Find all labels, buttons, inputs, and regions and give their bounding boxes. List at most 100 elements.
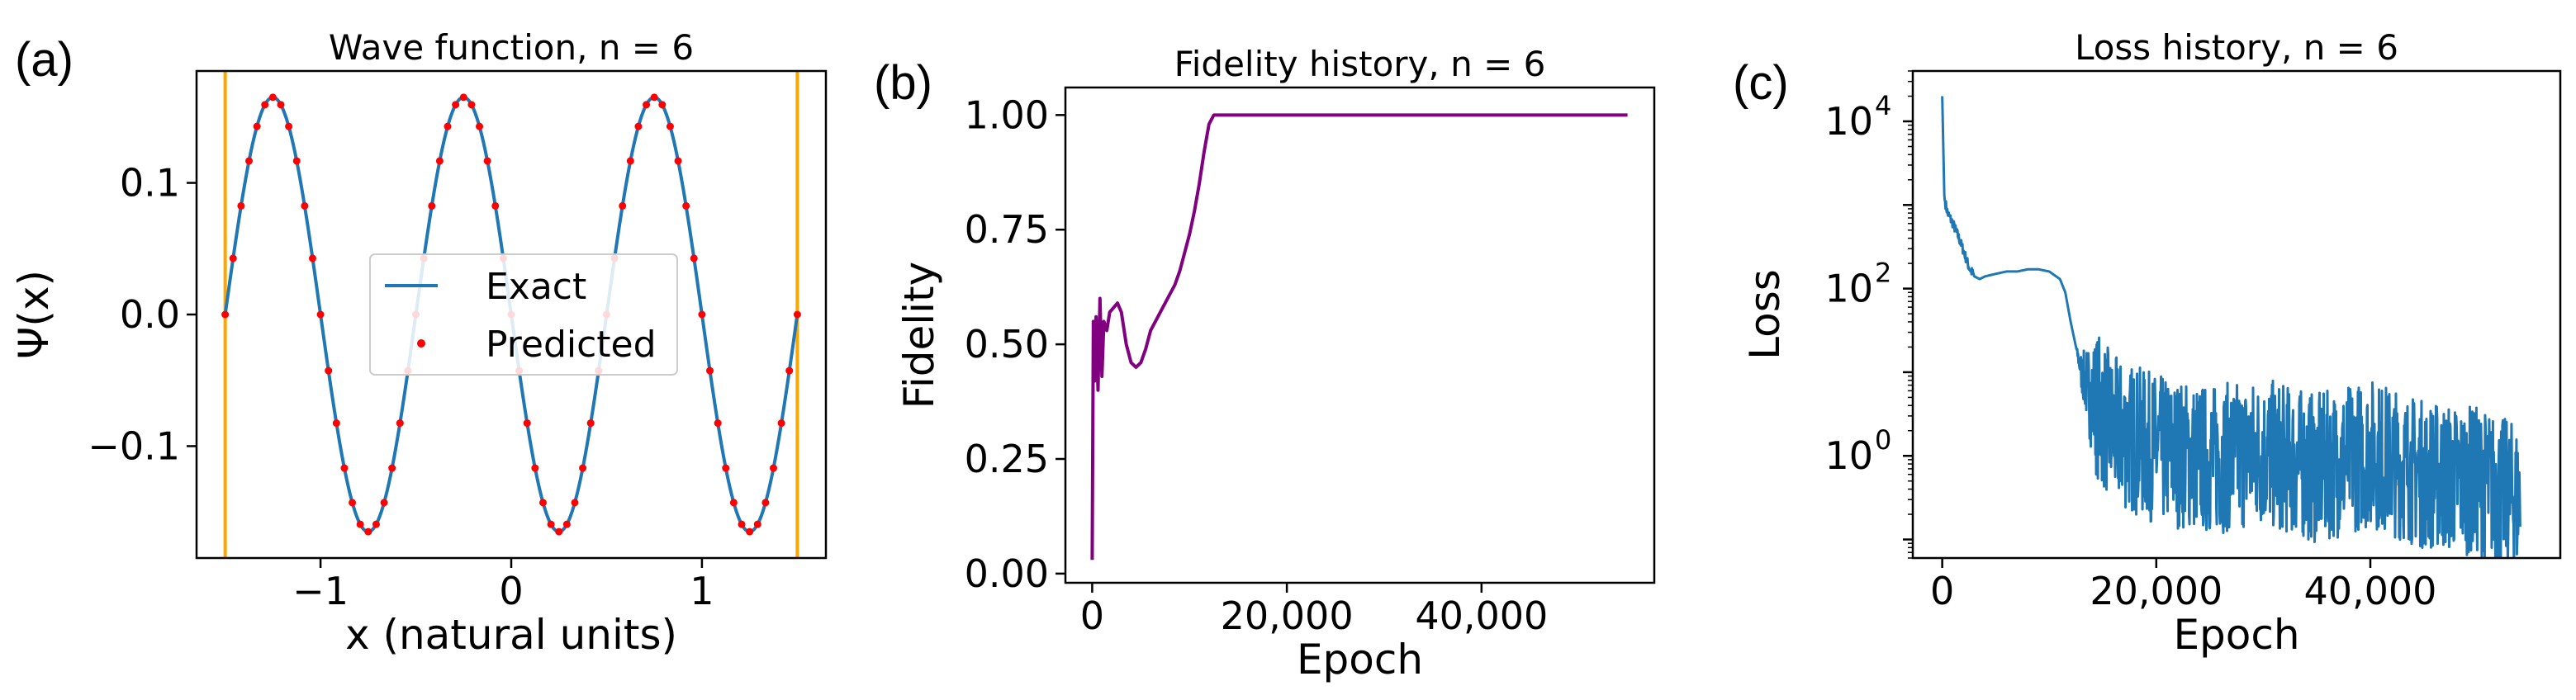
predicted-point [770, 464, 777, 472]
legend-predicted-label: Predicted [486, 324, 657, 366]
predicted-point [785, 367, 794, 375]
predicted-point [626, 157, 634, 165]
y-tick-exponent: 2 [1875, 258, 1891, 289]
predicted-point [714, 419, 722, 428]
panel-label: (c) [1733, 56, 1789, 110]
axes-frame [1911, 69, 2562, 560]
predicted-point [268, 93, 277, 102]
x-tick-label: 40,000 [1415, 594, 1548, 638]
y-tick-label: 10 [1824, 267, 1873, 311]
legend: Exact Predicted [369, 253, 678, 376]
y-tick-label: 0.1 [120, 161, 180, 206]
predicted-point [698, 310, 706, 319]
predicted-point [396, 419, 404, 428]
predicted-point [523, 419, 531, 428]
predicted-point [746, 527, 754, 536]
predicted-point [666, 122, 674, 130]
predicted-point [253, 122, 261, 130]
predicted-point [562, 520, 571, 528]
predicted-point [643, 101, 651, 109]
predicted-point [619, 201, 627, 210]
x-tick-label: 40,000 [2303, 569, 2436, 613]
chart-title: Fidelity history, n = 6 [1174, 44, 1546, 84]
predicted-point [579, 464, 587, 472]
predicted-point [364, 527, 372, 536]
predicted-point [722, 464, 730, 472]
legend-predicted-swatch [417, 339, 425, 348]
predicted-point [690, 254, 698, 262]
loss-series-line [1941, 96, 2521, 558]
predicted-point [435, 157, 444, 165]
predicted-point [793, 310, 801, 319]
predicted-point [586, 419, 595, 428]
x-tick-label: 0 [1080, 594, 1104, 638]
x-axis-label: Epoch [1297, 636, 1423, 683]
predicted-point [634, 122, 643, 130]
panel-2: (b) Fidelity history, n = 6 0 20,000 40,000 0… [874, 44, 1656, 683]
axes-frame [1064, 86, 1656, 584]
predicted-point [658, 101, 667, 109]
predicted-point [356, 520, 364, 528]
chart-title: Loss history, n = 6 [2075, 27, 2398, 68]
predicted-point [706, 367, 714, 375]
predicted-point [340, 464, 349, 472]
y-tick-exponent: 0 [1875, 424, 1891, 456]
predicted-point [237, 201, 245, 210]
predicted-point [372, 520, 380, 528]
predicted-point [261, 101, 269, 109]
predicted-point [277, 101, 285, 109]
predicted-point [301, 201, 309, 210]
predicted-point [555, 527, 563, 536]
y-tick-label: 0.75 [965, 207, 1049, 252]
predicted-point [316, 310, 325, 319]
predicted-point [491, 201, 500, 210]
y-tick-label: −0.1 [88, 423, 180, 468]
predicted-point [777, 419, 785, 428]
x-tick-label: 20,000 [1221, 594, 1354, 638]
predicted-point [292, 157, 301, 165]
y-tick-label: 10 [1824, 99, 1873, 144]
predicted-point [531, 464, 539, 472]
y-tick-label: 10 [1824, 433, 1873, 478]
predicted-point [459, 93, 467, 102]
predicted-point [332, 419, 340, 428]
predicted-point [467, 101, 476, 109]
y-tick-label: 0.0 [120, 292, 180, 337]
y-axis-label: Ψ(x) [10, 270, 58, 359]
y-tick-label: 1.00 [965, 92, 1049, 137]
panel-1: (a) Wave function, n = 6 −1 0 1 −0.1 0.0 0.1 x (… [10, 27, 828, 659]
predicted-point [571, 499, 579, 507]
panel-label: (a) [15, 33, 74, 87]
predicted-point [483, 157, 491, 165]
legend-exact-label: Exact [486, 266, 586, 308]
y-axis-label: Fidelity [895, 262, 943, 409]
x-axis-label: Epoch [2173, 611, 2299, 659]
x-tick-label: 0 [499, 569, 523, 613]
predicted-point [761, 499, 770, 507]
x-tick-label: 20,000 [2090, 569, 2223, 613]
x-tick-label: 0 [1930, 569, 1954, 613]
predicted-point [444, 122, 452, 130]
predicted-point [476, 122, 484, 130]
predicted-point [380, 499, 388, 507]
panel-label: (b) [874, 56, 932, 110]
predicted-point [285, 122, 293, 130]
y-axis-label: Loss [1741, 269, 1789, 360]
legend-box [369, 253, 678, 376]
predicted-point [753, 520, 761, 528]
y-tick-exponent: 4 [1875, 90, 1891, 121]
predicted-point [538, 499, 547, 507]
predicted-point [245, 157, 253, 165]
predicted-point [729, 499, 738, 507]
fidelity-series-line [1090, 113, 1628, 560]
x-tick-label: 1 [690, 569, 714, 613]
predicted-point [388, 464, 396, 472]
predicted-point [325, 367, 333, 375]
y-tick-label: 0.25 [965, 437, 1049, 481]
chart-title: Wave function, n = 6 [329, 27, 694, 68]
predicted-point [682, 201, 690, 210]
predicted-point [650, 93, 658, 102]
predicted-point [452, 101, 460, 109]
